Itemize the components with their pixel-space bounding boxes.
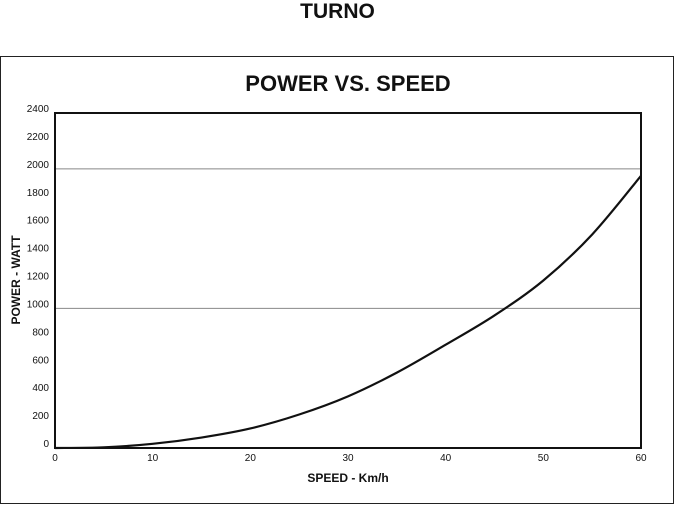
tick-labels: 0200400600800100012001400160018002000220… bbox=[27, 104, 647, 464]
y-tick-label: 1600 bbox=[27, 216, 50, 227]
x-tick-label: 50 bbox=[538, 453, 550, 464]
y-tick-label: 1000 bbox=[27, 299, 50, 310]
y-tick-label: 400 bbox=[32, 383, 49, 394]
y-tick-label: 2400 bbox=[27, 104, 50, 115]
series-line-0 bbox=[54, 175, 642, 450]
y-tick-label: 0 bbox=[43, 439, 49, 450]
y-tick-label: 2200 bbox=[27, 132, 50, 143]
y-axis-title: POWER - WATT bbox=[9, 235, 23, 325]
y-tick-label: 1200 bbox=[27, 272, 50, 283]
y-tick-label: 1800 bbox=[27, 188, 50, 199]
x-axis-title: SPEED - Km/h bbox=[307, 471, 388, 485]
y-tick-label: 2000 bbox=[27, 160, 50, 171]
gridlines bbox=[55, 168, 641, 309]
x-tick-label: 60 bbox=[635, 453, 647, 464]
x-tick-label: 20 bbox=[245, 453, 257, 464]
x-tick-label: 0 bbox=[52, 453, 58, 464]
x-tick-label: 40 bbox=[440, 453, 452, 464]
series-layer bbox=[54, 175, 642, 450]
chart-title: POWER VS. SPEED bbox=[245, 71, 450, 96]
y-tick-label: 600 bbox=[32, 355, 49, 366]
y-tick-label: 1400 bbox=[27, 244, 50, 255]
page-title: TURNO bbox=[300, 0, 375, 23]
x-tick-label: 30 bbox=[342, 453, 354, 464]
chart-frame bbox=[0, 56, 674, 504]
y-tick-label: 200 bbox=[32, 411, 49, 422]
y-tick-label: 800 bbox=[32, 327, 49, 338]
x-tick-label: 10 bbox=[147, 453, 159, 464]
plot-area-border bbox=[54, 112, 642, 449]
